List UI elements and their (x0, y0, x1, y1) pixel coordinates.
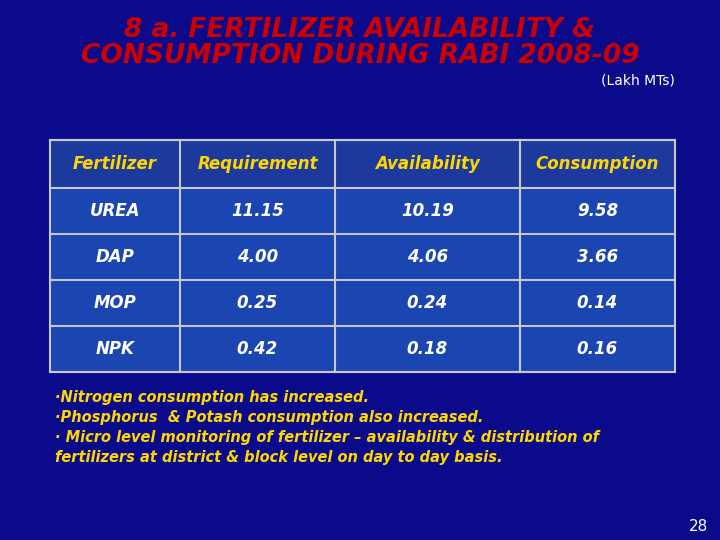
Text: 3.66: 3.66 (577, 248, 618, 266)
Text: 11.15: 11.15 (231, 202, 284, 220)
Text: UREA: UREA (90, 202, 140, 220)
Text: 0.24: 0.24 (407, 294, 448, 312)
Bar (335, 326, 520, 372)
Text: Availability: Availability (375, 155, 480, 173)
Bar (520, 280, 675, 326)
Text: 0.42: 0.42 (237, 340, 278, 358)
Text: 4.00: 4.00 (237, 248, 278, 266)
Bar (50, 140, 675, 372)
Bar (180, 326, 335, 372)
Bar (180, 188, 335, 234)
Bar (335, 234, 520, 280)
Text: 0.25: 0.25 (237, 294, 278, 312)
Text: ·Phosphorus  & Potash consumption also increased.: ·Phosphorus & Potash consumption also in… (55, 410, 483, 425)
Text: Fertilizer: Fertilizer (73, 155, 157, 173)
Bar (520, 188, 675, 234)
Bar (180, 280, 335, 326)
Text: 0.14: 0.14 (577, 294, 618, 312)
Text: DAP: DAP (96, 248, 135, 266)
Bar (180, 140, 335, 188)
Bar (520, 326, 675, 372)
Text: fertilizers at district & block level on day to day basis.: fertilizers at district & block level on… (55, 450, 503, 465)
Bar (50, 188, 180, 234)
Bar (50, 140, 180, 188)
Text: ·Nitrogen consumption has increased.: ·Nitrogen consumption has increased. (55, 390, 369, 405)
Text: 8 a. FERTILIZER AVAILABILITY &: 8 a. FERTILIZER AVAILABILITY & (125, 17, 595, 43)
Bar (335, 140, 520, 188)
Bar (50, 280, 180, 326)
Text: 0.16: 0.16 (577, 340, 618, 358)
Text: 10.19: 10.19 (401, 202, 454, 220)
Text: (Lakh MTs): (Lakh MTs) (601, 73, 675, 87)
Bar (335, 188, 520, 234)
Text: 4.06: 4.06 (407, 248, 448, 266)
Bar (520, 140, 675, 188)
Bar (50, 234, 180, 280)
Text: Requirement: Requirement (197, 155, 318, 173)
Bar (180, 234, 335, 280)
Text: 9.58: 9.58 (577, 202, 618, 220)
Text: CONSUMPTION DURING RABI 2008-09: CONSUMPTION DURING RABI 2008-09 (81, 43, 639, 69)
Text: 0.18: 0.18 (407, 340, 448, 358)
Text: Consumption: Consumption (536, 155, 660, 173)
Text: NPK: NPK (96, 340, 135, 358)
Text: 28: 28 (689, 519, 708, 534)
Bar (335, 280, 520, 326)
Bar (520, 234, 675, 280)
Text: · Micro level monitoring of fertilizer – availability & distribution of: · Micro level monitoring of fertilizer –… (55, 430, 599, 445)
Text: MOP: MOP (94, 294, 136, 312)
Bar (50, 326, 180, 372)
